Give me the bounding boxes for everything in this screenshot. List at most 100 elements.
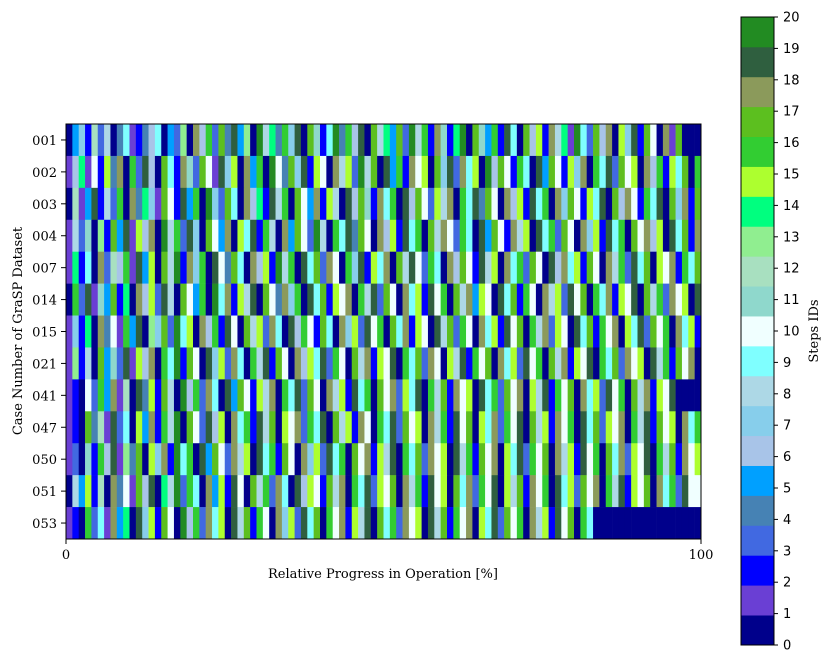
step-segment [586,315,594,348]
step-segment [199,443,206,476]
step-segment [688,124,695,157]
step-segment [466,251,473,284]
step-segment [218,475,226,508]
step-segment [339,379,346,412]
step-segment [97,187,105,221]
step-segment [224,411,232,444]
step-segment [643,411,651,444]
step-segment [85,411,92,444]
step-segment [370,124,378,157]
step-segment [504,187,511,221]
step-segment [580,379,587,412]
step-segment [561,411,568,444]
step-segment [415,219,422,252]
step-segment [383,315,391,348]
step-segment [275,251,283,284]
step-segment [91,475,99,508]
step-segment [656,475,664,508]
step-segment [212,475,219,508]
step-segment [669,283,676,316]
step-segment [205,347,213,380]
step-segment [72,379,79,412]
step-segment [497,219,505,252]
step-segment [91,507,99,540]
step-segment [332,251,340,284]
step-segment [339,443,346,476]
step-segment [440,379,448,412]
step-segment [389,475,397,508]
step-segment [415,155,422,189]
step-segment [250,411,257,444]
step-segment [434,475,441,508]
step-segment [370,443,378,476]
step-segment [688,251,695,284]
step-segment [339,315,346,348]
step-segment [85,507,92,540]
step-segment [510,251,518,284]
colorbar-tick-label: 10 [783,325,800,340]
step-segment [269,443,276,476]
step-segment [466,315,473,348]
step-segment [574,219,581,252]
step-segment [66,251,73,284]
step-segment [643,443,651,476]
step-segment [427,379,435,412]
step-segment [186,124,194,157]
step-segment [377,283,384,316]
step-segment [72,219,79,252]
step-segment [154,187,162,221]
step-segment [199,475,206,508]
step-segment [351,443,359,476]
step-segment [91,187,99,221]
step-segment [173,443,181,476]
step-segment [377,315,384,348]
step-segment [574,507,581,540]
step-segment [586,507,594,540]
step-segment [643,251,651,284]
step-segment [516,507,524,540]
step-segment [694,315,702,348]
step-segment [345,411,353,444]
step-segment [478,443,486,476]
step-segment [453,443,460,476]
y-tick-label: 051 [32,485,57,500]
step-segment [161,443,168,476]
step-segment [66,283,73,316]
step-segment [510,379,518,412]
step-segment [199,187,206,221]
step-segment [529,219,537,252]
step-segment [478,124,486,157]
step-segment [307,411,314,444]
step-segment [110,124,118,157]
step-segment [643,315,651,348]
step-segment [396,283,403,316]
step-segment [688,475,695,508]
step-segment [275,475,283,508]
step-segment [561,283,568,316]
step-segment [580,475,587,508]
step-segment [351,219,359,252]
step-segment [167,155,175,189]
step-segment [180,219,187,252]
step-segment [281,379,289,412]
step-segment [491,379,499,412]
step-segment [567,283,575,316]
step-segment [466,124,473,157]
step-segment [275,379,283,412]
step-segment [250,219,257,252]
step-segment [694,283,702,316]
step-segment [129,379,137,412]
step-segment [688,379,695,412]
step-segment [326,475,333,508]
step-segment [142,411,149,444]
step-segment [186,187,194,221]
step-segment [269,475,276,508]
step-segment [91,219,99,252]
step-segment [326,443,333,476]
step-segment [294,347,302,380]
step-segment [472,155,480,189]
step-segment [396,219,403,252]
step-segment [104,443,111,476]
step-segment [535,124,543,157]
step-segment [440,443,448,476]
